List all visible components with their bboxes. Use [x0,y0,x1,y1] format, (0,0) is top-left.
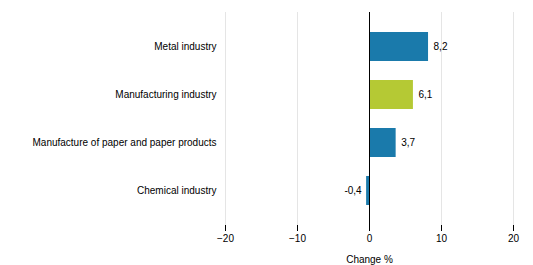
svg-text:6,1: 6,1 [418,89,432,100]
svg-text:Manufacture of paper and paper: Manufacture of paper and paper products [32,137,216,148]
svg-text:Change %: Change % [346,254,393,265]
svg-text:20: 20 [508,233,520,244]
svg-text:-0,4: -0,4 [344,185,362,196]
svg-text:−10: −10 [289,233,306,244]
svg-text:−20: −20 [217,233,234,244]
svg-text:Chemical industry: Chemical industry [137,185,216,196]
svg-text:3,7: 3,7 [401,137,415,148]
svg-text:Metal industry: Metal industry [154,41,216,52]
svg-text:8,2: 8,2 [434,41,448,52]
svg-text:10: 10 [436,233,448,244]
svg-text:0: 0 [367,233,373,244]
svg-text:Manufacturing industry: Manufacturing industry [115,89,216,100]
